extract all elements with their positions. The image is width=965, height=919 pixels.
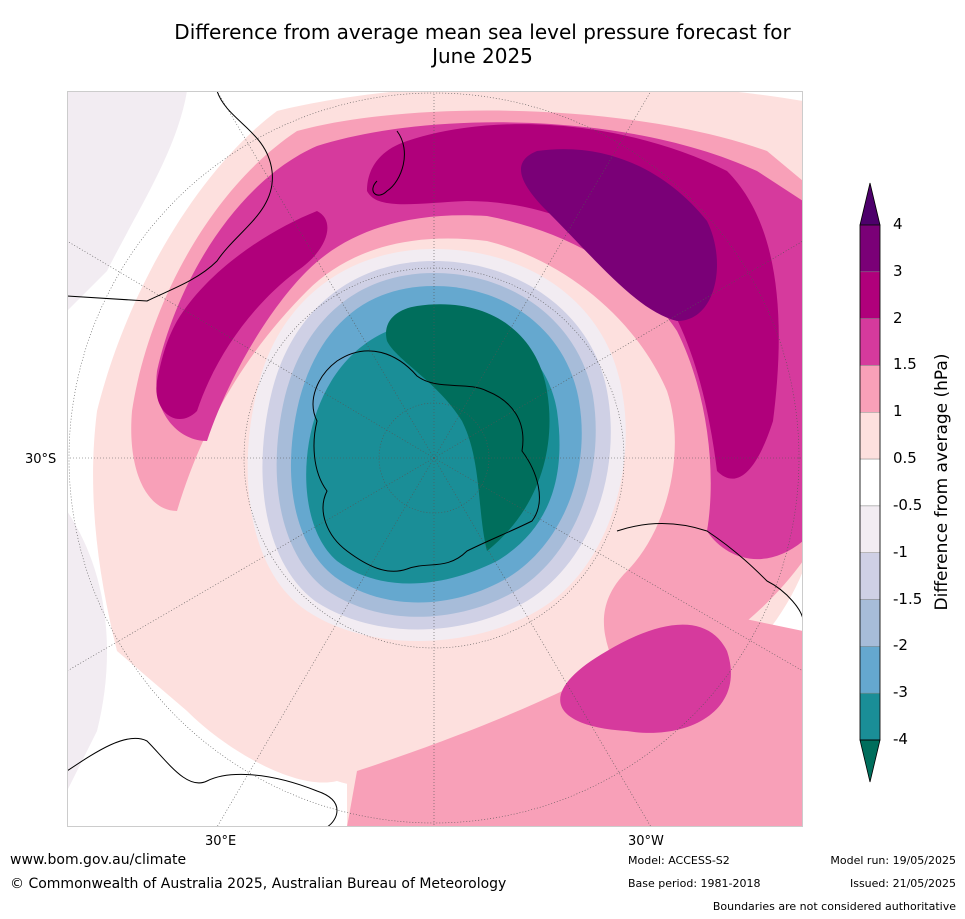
lon-label-30w: 30°W — [628, 834, 664, 849]
africa-coast — [67, 737, 338, 827]
lon-label-30e: 30°E — [205, 834, 237, 849]
pressure-anomaly-map — [67, 91, 803, 827]
footer-base-period: Base period: 1981-2018 — [628, 877, 761, 890]
map-title: Difference from average mean sea level p… — [0, 20, 965, 68]
colorbar-tick-label: -0.5 — [893, 495, 923, 514]
colorbar-segment — [859, 692, 881, 741]
colorbar-tick-label: 1 — [893, 402, 903, 421]
colorbar-segment — [859, 552, 881, 600]
colorbar-tick-label: 3 — [893, 261, 903, 280]
colorbar-tick-label: -1.5 — [893, 589, 923, 608]
footer-disclaimer: Boundaries are not considered authoritat… — [712, 900, 956, 913]
graticule — [67, 91, 803, 827]
anomaly-region-neg05-west — [67, 91, 187, 311]
anomaly-region-2-west — [156, 211, 328, 420]
colorbar-tick-label: 2 — [893, 308, 903, 327]
colorbar-tick-label: -3 — [893, 683, 908, 702]
colorbar-segment — [859, 458, 881, 507]
colorbar-tick-label: -1 — [893, 542, 908, 561]
footer-website[interactable]: www.bom.gov.au/climate — [10, 852, 187, 868]
footer-model-run: Model run: 19/05/2025 — [830, 854, 956, 867]
colorbar-segment — [859, 412, 881, 460]
anomaly-region-15-southeast — [560, 624, 731, 733]
anomaly-region-3-core — [520, 149, 717, 321]
australia-coast — [67, 91, 273, 302]
colorbar-tick-label: -4 — [893, 730, 908, 748]
title-line-1: Difference from average mean sea level p… — [174, 20, 791, 44]
colorbar-svg — [859, 182, 881, 783]
colorbar-segment — [859, 646, 881, 694]
map-border — [67, 91, 803, 827]
colorbar-tick-label: 1.5 — [893, 355, 917, 374]
anomaly-region-neg4 — [386, 304, 550, 551]
south-america-coast — [616, 523, 803, 622]
colorbar-label: Difference from average (hPa) — [932, 353, 952, 611]
colorbar-extend-max — [859, 182, 881, 226]
title-line-2: June 2025 — [432, 44, 533, 68]
map-svg — [67, 91, 803, 827]
lat-label-30s: 30°S — [25, 452, 57, 467]
new-zealand-coast — [372, 130, 405, 196]
anomaly-region-neg05-sw — [67, 511, 107, 791]
colorbar-segment — [859, 505, 881, 553]
colorbar-tick-label: 0.5 — [893, 449, 917, 468]
colorbar — [855, 180, 895, 785]
footer-model: Model: ACCESS-S2 — [628, 854, 730, 867]
colorbar-extend-min — [859, 739, 881, 783]
colorbar-segment — [859, 599, 881, 647]
footer-issued: Issued: 21/05/2025 — [849, 877, 956, 890]
colorbar-border — [859, 224, 881, 741]
coastlines — [67, 91, 803, 827]
colorbar-segment — [859, 365, 881, 413]
footer-copyright: © Commonwealth of Australia 2025, Austra… — [10, 876, 507, 892]
colorbar-segment — [859, 271, 881, 319]
colorbar-tick-label: 4 — [893, 215, 903, 233]
colorbar-segment — [859, 224, 881, 273]
colorbar-tick-label: -2 — [893, 636, 908, 655]
colorbar-segment — [859, 318, 881, 366]
antarctica-outline — [312, 350, 540, 572]
